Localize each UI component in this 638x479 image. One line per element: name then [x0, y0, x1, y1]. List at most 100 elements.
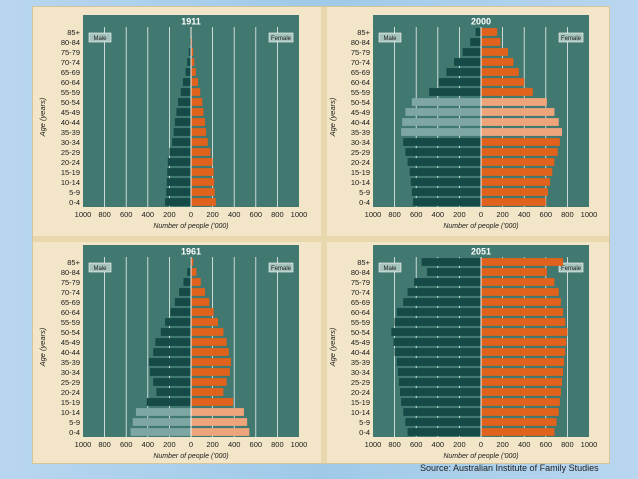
x-tick-label: 400 [432, 210, 445, 219]
chart-title: 1911 [181, 17, 201, 27]
bar-female [481, 198, 546, 206]
bar-female [481, 378, 562, 386]
bar-female [191, 318, 218, 326]
age-tick-label: 45-49 [351, 108, 370, 117]
bar-female [191, 88, 201, 96]
x-tick-label: 400 [228, 440, 241, 449]
age-tick-label: 50-54 [351, 98, 370, 107]
age-tick-label: 85+ [357, 28, 370, 37]
bar-female [481, 48, 508, 56]
bar-female [191, 128, 207, 136]
bar-female [191, 328, 224, 336]
bar-male [156, 388, 191, 396]
age-tick-label: 45-49 [61, 108, 80, 117]
age-tick-label: 20-24 [61, 158, 80, 167]
x-tick-label: 1000 [291, 440, 308, 449]
age-tick-label: 75-79 [351, 48, 370, 57]
age-tick-label: 40-44 [61, 118, 80, 127]
x-tick-label: 1000 [365, 440, 382, 449]
bar-female [191, 258, 194, 266]
bar-female [191, 118, 206, 126]
bar-female [191, 38, 193, 46]
age-tick-label: 10-14 [351, 408, 370, 417]
age-tick-label: 65-69 [351, 298, 370, 307]
bar-male [470, 38, 481, 46]
bar-male [153, 348, 191, 356]
x-tick-label: 200 [496, 440, 509, 449]
age-tick-label: 45-49 [351, 338, 370, 347]
bar-male [410, 178, 481, 186]
bar-male [148, 358, 191, 366]
bar-male [189, 38, 191, 46]
x-tick-label: 400 [142, 440, 155, 449]
bar-female [191, 398, 234, 406]
y-axis-label: Age (years) [328, 327, 337, 367]
bar-female [481, 108, 555, 116]
x-tick-label: 200 [453, 440, 466, 449]
bar-male [446, 68, 481, 76]
age-tick-label: 20-24 [351, 388, 370, 397]
bar-female [481, 138, 560, 146]
x-tick-label: 400 [432, 440, 445, 449]
x-tick-label: 1000 [581, 440, 598, 449]
age-tick-label: 65-69 [351, 68, 370, 77]
bar-female [191, 348, 229, 356]
bar-female [191, 338, 227, 346]
x-tick-label: 800 [98, 440, 111, 449]
bar-male [166, 178, 191, 186]
x-tick-label: 400 [518, 440, 531, 449]
bar-female [481, 338, 567, 346]
bar-female [191, 388, 224, 396]
bar-female [191, 418, 248, 426]
age-tick-label: 50-54 [351, 328, 370, 337]
age-tick-label: 40-44 [351, 118, 370, 127]
x-tick-label: 1000 [365, 210, 382, 219]
x-tick-label: 600 [120, 210, 133, 219]
age-tick-label: 55-59 [61, 318, 80, 327]
bar-male [401, 128, 481, 136]
bar-male [397, 368, 481, 376]
age-tick-label: 15-19 [351, 168, 370, 177]
age-tick-label: 15-19 [61, 398, 80, 407]
bar-female [191, 368, 230, 376]
bar-male [393, 338, 481, 346]
bar-male [414, 278, 481, 286]
age-tick-label: 75-79 [61, 278, 80, 287]
bar-female [481, 58, 514, 66]
bar-female [191, 198, 216, 206]
bar-female [191, 358, 231, 366]
x-tick-label: 1000 [75, 210, 92, 219]
bar-female [481, 258, 564, 266]
bar-male [462, 48, 481, 56]
age-tick-label: 75-79 [351, 278, 370, 287]
legend-female-box [268, 32, 294, 43]
bar-male [132, 418, 191, 426]
age-tick-label: 70-74 [61, 58, 80, 67]
bar-female [191, 188, 215, 196]
bar-male [185, 68, 191, 76]
bar-male [173, 128, 191, 136]
bar-male [407, 428, 481, 436]
bar-female [481, 128, 562, 136]
age-tick-label: 60-64 [351, 308, 370, 317]
x-tick-label: 800 [271, 210, 284, 219]
age-tick-label: 80-84 [351, 38, 370, 47]
bar-male [405, 148, 481, 156]
legend-female-label: Female [271, 266, 292, 272]
x-tick-label: 800 [98, 210, 111, 219]
bar-male [149, 368, 191, 376]
x-tick-label: 600 [540, 440, 553, 449]
bar-female [481, 188, 548, 196]
bar-female [481, 328, 568, 336]
age-tick-label: 85+ [67, 28, 80, 37]
age-tick-label: 5-9 [69, 188, 80, 197]
bar-male [172, 138, 191, 146]
bar-male [396, 308, 481, 316]
bar-female [481, 428, 555, 436]
bar-female [481, 118, 559, 126]
age-tick-label: 45-49 [61, 338, 80, 347]
age-tick-label: 60-64 [61, 308, 80, 317]
x-tick-label: 200 [206, 210, 219, 219]
